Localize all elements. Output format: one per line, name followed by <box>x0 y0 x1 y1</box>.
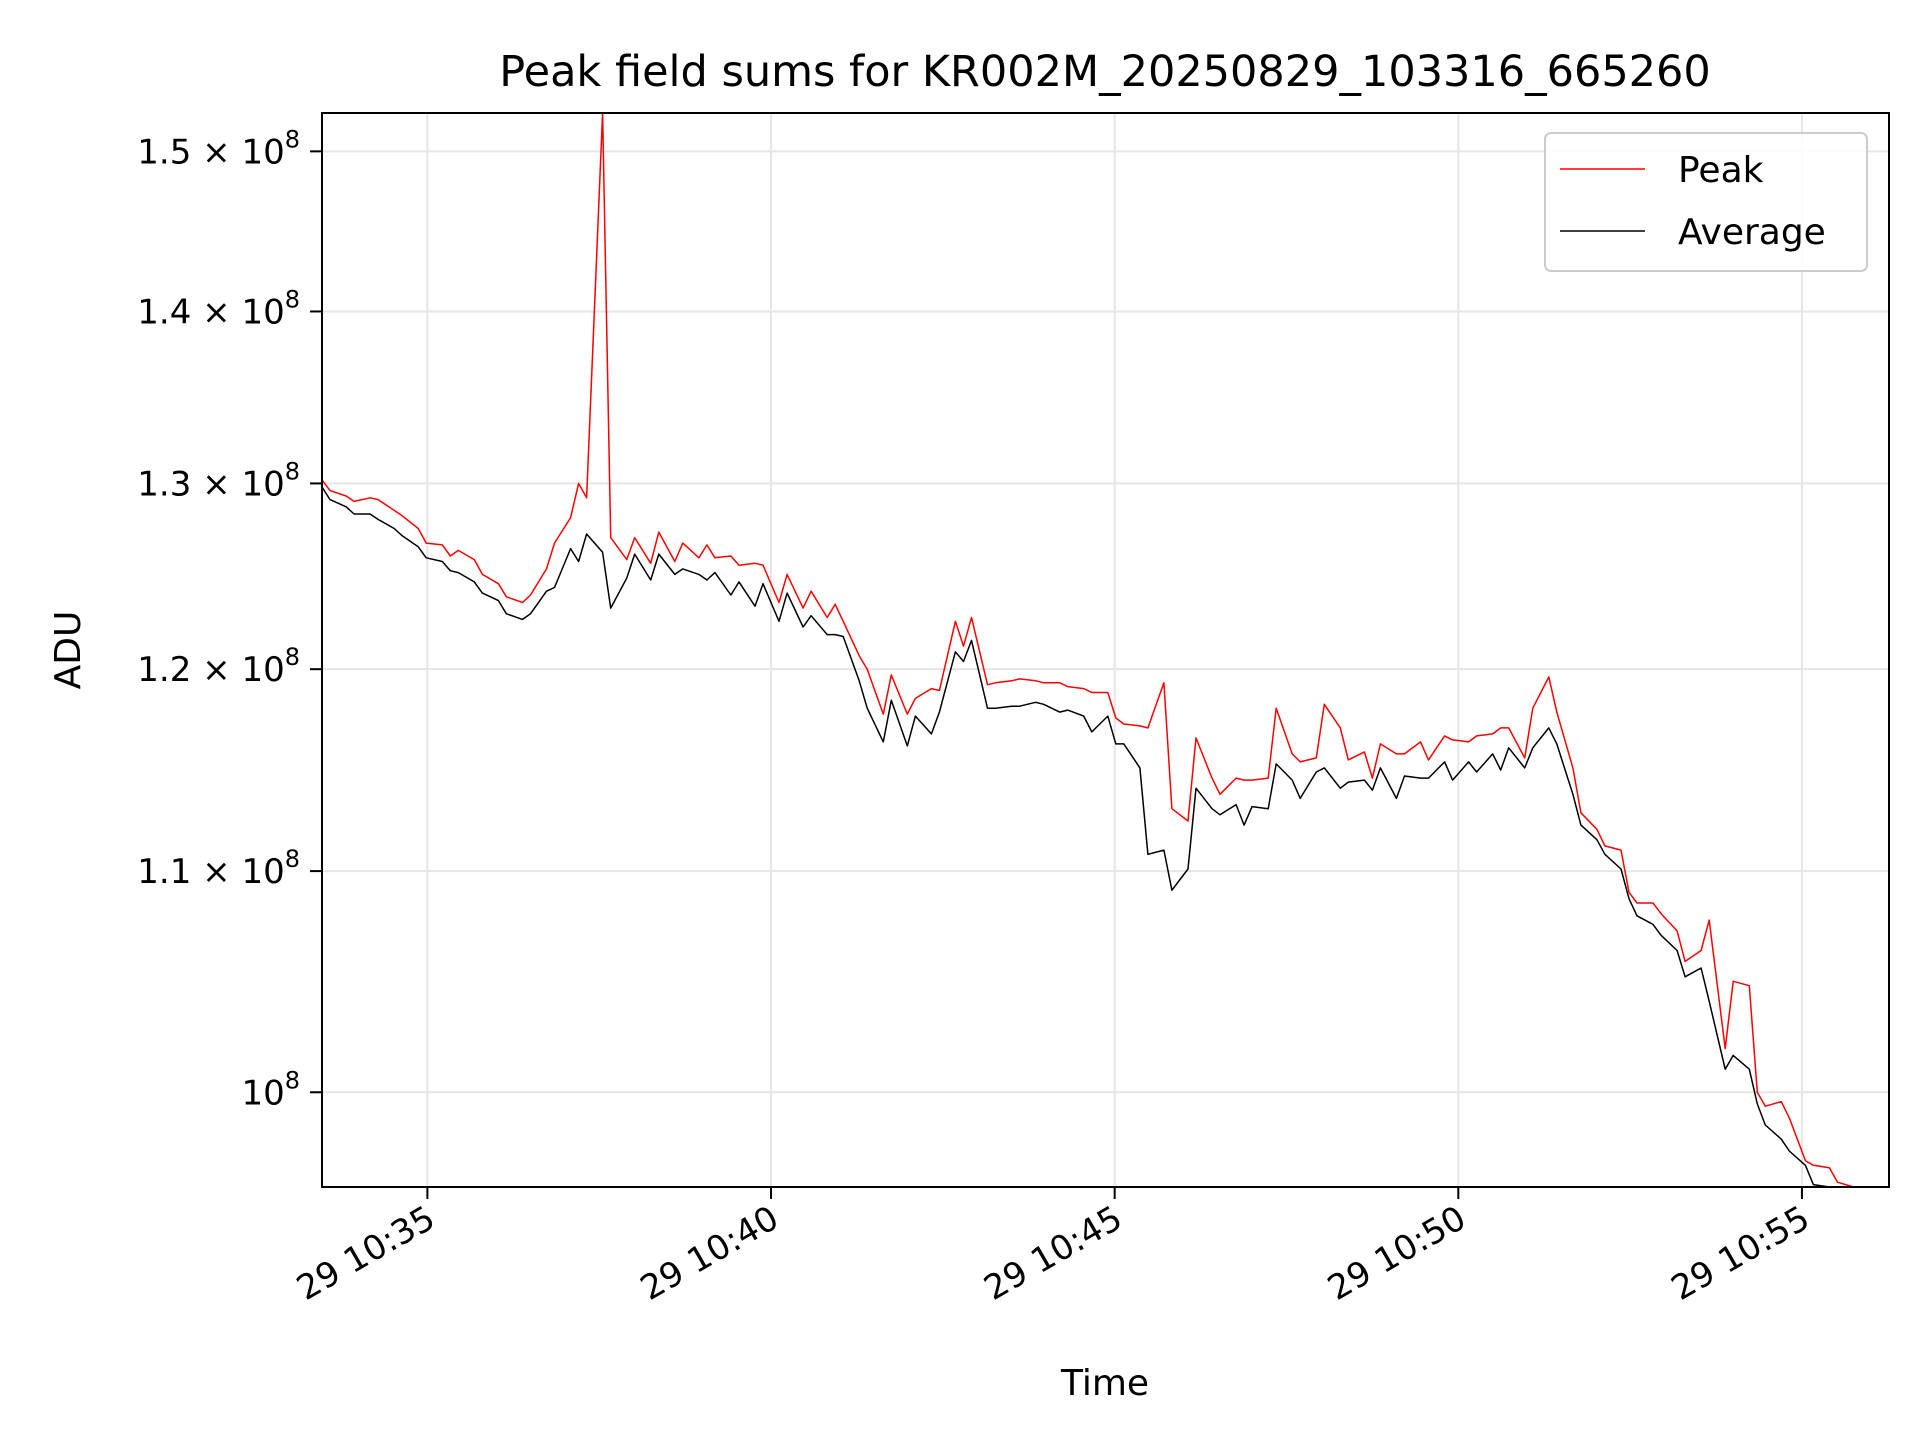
y-axis-ticks: 108 1.1 × 108 1.2 × 108 1.3 × 108 1.4 × 108 1… <box>137 125 322 1113</box>
y-axis-label: ADU <box>48 611 89 690</box>
y-tick-label: 1.4 × 108 <box>137 285 300 332</box>
y-tick-label: 108 <box>241 1066 300 1113</box>
series-line-average <box>322 486 1886 1187</box>
y-tick-label: 1.1 × 108 <box>137 845 300 892</box>
legend: Peak Average <box>1544 132 1868 272</box>
y-tick-label: 1.5 × 108 <box>137 125 300 172</box>
legend-label-average: Average <box>1678 212 1826 253</box>
chart-title: Peak field sums for KR002M_20250829_1033… <box>499 47 1711 97</box>
y-tick-label: 1.3 × 108 <box>137 457 300 504</box>
series-lines <box>322 113 1886 1187</box>
plot-frame <box>321 112 1890 1188</box>
legend-label-peak: Peak <box>1678 150 1764 191</box>
legend-box <box>1544 132 1868 272</box>
x-axis-label: Time <box>1060 1363 1149 1404</box>
y-tick-label: 1.2 × 108 <box>137 643 300 690</box>
series-line-peak <box>322 113 1886 1187</box>
